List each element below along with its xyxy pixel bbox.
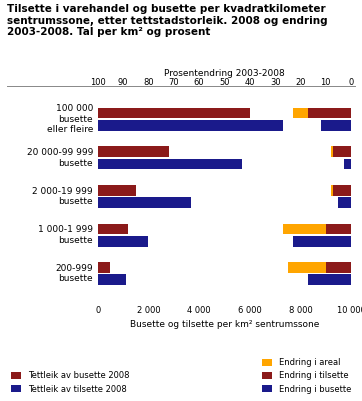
Bar <box>283 223 351 234</box>
Bar <box>331 146 351 157</box>
Bar <box>98 120 283 131</box>
Text: Tilsette i varehandel og busette per kvadratkilometer
sentrumssone, etter tettst: Tilsette i varehandel og busette per kva… <box>7 4 328 37</box>
Legend: Endring i areal, Endring i tilsette, Endring i busette: Endring i areal, Endring i tilsette, End… <box>258 355 354 397</box>
Bar <box>326 223 351 234</box>
Bar <box>333 185 351 196</box>
Bar <box>98 146 169 157</box>
Bar <box>333 146 351 157</box>
Bar <box>308 275 351 285</box>
Bar <box>98 262 110 273</box>
Legend: Tettleik av busette 2008, Tettleik av tilsette 2008: Tettleik av busette 2008, Tettleik av ti… <box>8 368 132 397</box>
Bar <box>326 262 351 273</box>
Bar <box>98 236 148 247</box>
Bar <box>338 197 351 208</box>
Bar <box>98 108 250 118</box>
Bar <box>293 108 351 118</box>
Bar <box>344 159 351 170</box>
Bar <box>98 275 126 285</box>
Bar <box>98 159 242 170</box>
X-axis label: Busette og tilsette per km² sentrumssone: Busette og tilsette per km² sentrumssone <box>130 320 319 329</box>
Bar <box>308 108 351 118</box>
X-axis label: Prosentendring 2003-2008: Prosentendring 2003-2008 <box>164 69 285 77</box>
Bar <box>321 120 351 131</box>
Bar <box>293 236 351 247</box>
Bar <box>98 223 128 234</box>
Bar <box>98 197 191 208</box>
Bar <box>288 262 351 273</box>
Bar <box>98 185 136 196</box>
Bar <box>331 185 351 196</box>
